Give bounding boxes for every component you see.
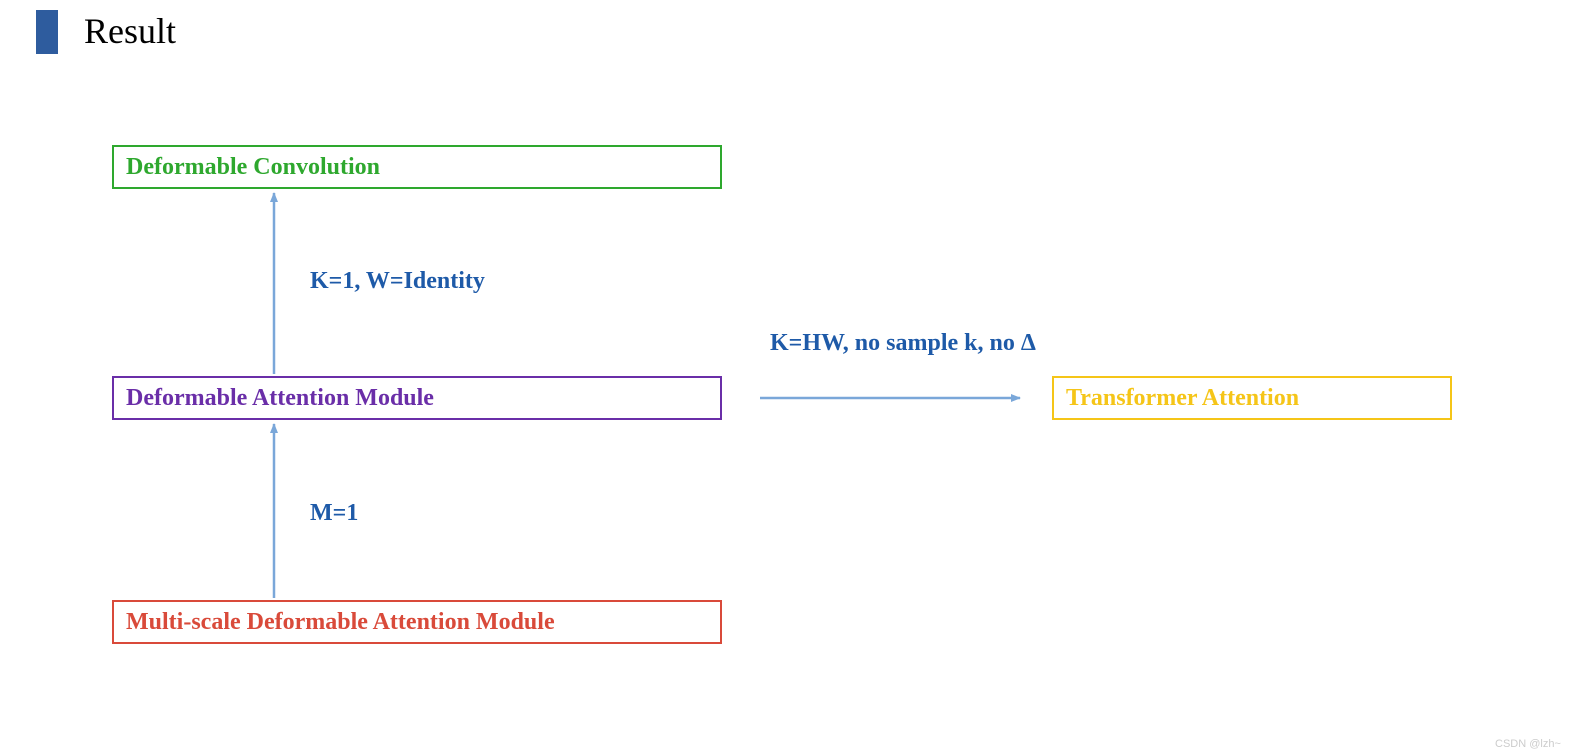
node-deformable-convolution: Deformable Convolution [112, 145, 722, 189]
node-deformable-attention: Deformable Attention Module [112, 376, 722, 420]
edge-label-k1: K=1, W=Identity [310, 268, 485, 295]
node-label: Transformer Attention [1066, 385, 1299, 412]
page-title: Result [84, 10, 176, 52]
watermark-text: CSDN @lzh~ [1495, 738, 1561, 750]
edge-label-m1: M=1 [310, 500, 358, 527]
node-transformer-attention: Transformer Attention [1052, 376, 1452, 420]
node-label: Deformable Convolution [126, 154, 380, 181]
header-accent-mark [36, 10, 58, 54]
node-label: Deformable Attention Module [126, 385, 434, 412]
node-multiscale-deformable-attention: Multi-scale Deformable Attention Module [112, 600, 722, 644]
edge-label-khw: K=HW, no sample k, no Δ [770, 330, 1036, 357]
node-label: Multi-scale Deformable Attention Module [126, 609, 555, 636]
